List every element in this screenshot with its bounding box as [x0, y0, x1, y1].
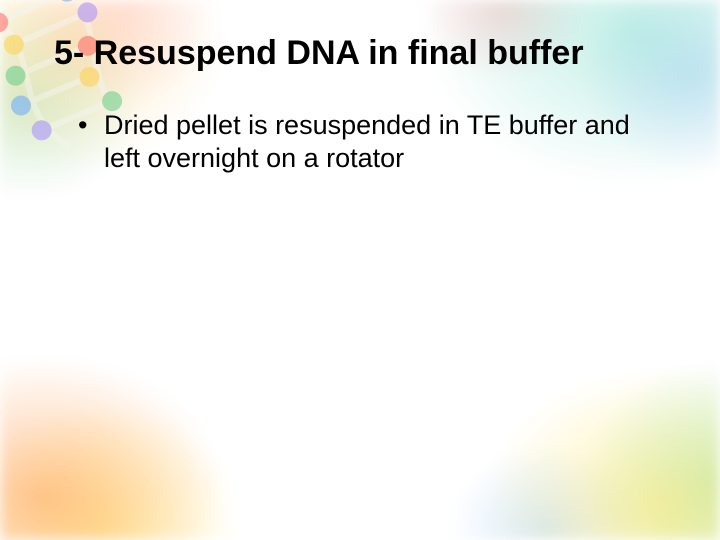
bullet-item: Dried pellet is resuspended in TE buffer… — [78, 109, 638, 175]
bullet-list: Dried pellet is resuspended in TE buffer… — [48, 109, 672, 175]
slide-title: 5- Resuspend DNA in final buffer — [54, 34, 672, 73]
slide-content: 5- Resuspend DNA in final buffer Dried p… — [0, 0, 720, 540]
